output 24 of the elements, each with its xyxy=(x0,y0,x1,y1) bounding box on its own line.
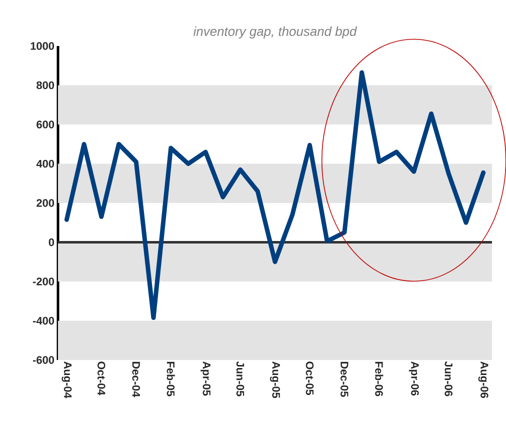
line-series xyxy=(64,70,486,320)
chart-title: inventory gap, thousand bpd xyxy=(193,26,358,38)
x-tick-label: Aug-06 xyxy=(478,361,488,398)
x-tick-label: Apr-06 xyxy=(408,361,419,396)
x-tick-label: Jun-05 xyxy=(236,361,244,396)
x-tick-label: Oct-05 xyxy=(306,362,314,395)
x-tick-label: Oct-04 xyxy=(98,362,106,396)
x-tick-label: Feb-05 xyxy=(166,362,175,396)
y-tick-label: -200 xyxy=(32,278,54,286)
y-tick-label: 400 xyxy=(36,160,54,168)
x-tick-label: Feb-06 xyxy=(375,362,384,396)
y-tick-label: 0 xyxy=(48,238,54,246)
y-tick-label: 800 xyxy=(36,81,54,90)
y-tick-label: 600 xyxy=(36,120,54,128)
x-tick-label: Aug-05 xyxy=(270,361,280,398)
x-tick-label: Dec-05 xyxy=(340,362,348,397)
y-tick-label: 200 xyxy=(36,199,54,207)
y-tick-label: -400 xyxy=(32,316,54,325)
x-tick-label: Dec-04 xyxy=(132,362,140,398)
x-tick-label: Apr-05 xyxy=(200,361,211,396)
y-tick-label: -600 xyxy=(32,356,54,364)
x-tick-label: Jun-06 xyxy=(444,361,452,396)
y-tick-label: 1000 xyxy=(30,42,54,50)
x-tick-label: Aug-04 xyxy=(62,361,72,398)
